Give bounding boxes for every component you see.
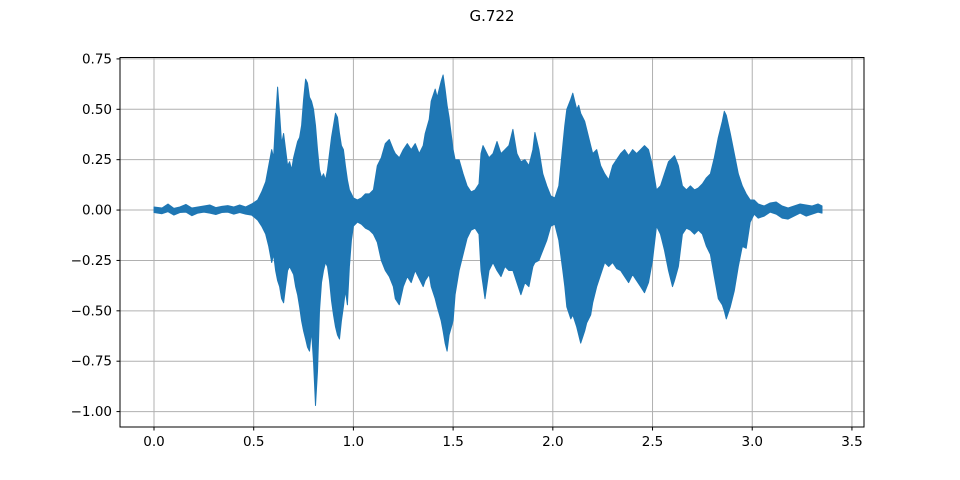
x-tick-label: 0.0	[143, 434, 164, 450]
x-tick-label: 2.5	[642, 434, 663, 450]
y-tick-label: 0.00	[82, 203, 112, 219]
y-tick-label: 0.75	[82, 51, 112, 67]
y-tick-label: −0.25	[71, 253, 112, 269]
chart-title: G.722	[469, 7, 515, 25]
x-tick-label: 0.5	[243, 434, 264, 450]
y-tick-label: −0.75	[71, 354, 112, 370]
x-tick-label: 3.5	[841, 434, 862, 450]
axes-frame	[119, 57, 865, 428]
y-tick-label: 0.50	[82, 102, 112, 118]
x-tick-label: 1.5	[442, 434, 463, 450]
x-tick-label: 1.0	[343, 434, 364, 450]
x-tick-label: 2.0	[542, 434, 563, 450]
x-tick-label: 3.0	[741, 434, 762, 450]
y-tick-label: −1.00	[71, 404, 112, 420]
y-tick-label: 0.25	[82, 152, 112, 168]
waveform-series	[153, 74, 823, 406]
y-tick-label: −0.50	[71, 303, 112, 319]
